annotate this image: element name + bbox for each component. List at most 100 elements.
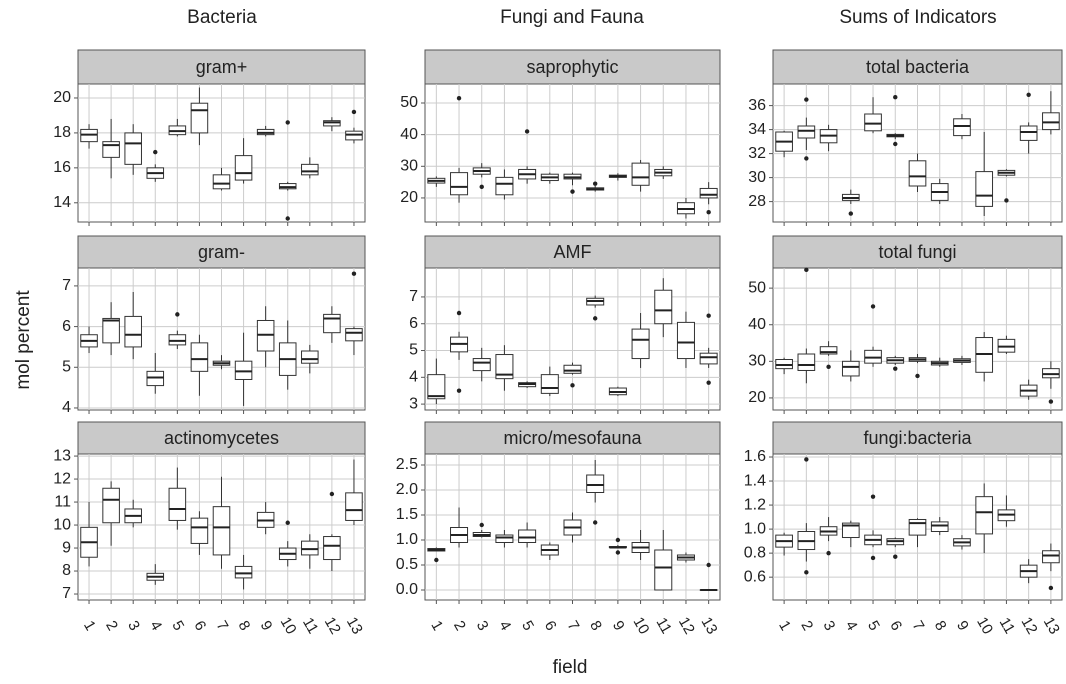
box [168,487,187,521]
x-tick-label: 2 [450,618,469,634]
box [676,321,695,360]
y-tick-label: 7 [62,277,71,294]
outlier [592,520,598,525]
panel-title: gram+ [196,57,248,77]
panel-title: AMF [554,242,592,262]
box [908,160,927,187]
box [586,474,605,493]
outlier [1026,92,1031,98]
x-tick-label: 9 [953,618,972,634]
x-tick-label: 13 [1040,614,1063,637]
y-tick-label: 30 [400,158,418,175]
box [975,496,994,535]
outlier [434,557,439,563]
outlier [826,364,831,370]
y-tick-label: 50 [748,279,766,296]
x-tick-label: 4 [842,618,861,634]
outlier [285,216,290,221]
outlier [153,149,158,155]
strip [772,49,1063,85]
y-tick-label: 11 [54,493,71,510]
x-tick-label: 7 [213,618,232,634]
y-tick-label: 6 [62,318,71,335]
column-title: Sums of Indicators [839,7,996,28]
box [102,141,120,158]
box [212,174,231,190]
outlier [804,570,809,575]
outlier [351,271,357,276]
x-tick-label: 1 [775,618,794,634]
box [631,162,650,186]
outlier [870,494,876,499]
x-tick-label: 3 [124,618,143,634]
y-tick-label: 20 [53,89,71,106]
y-axis-label: mol percent [13,290,34,390]
box [345,328,363,342]
box [301,163,319,176]
x-tick-label: 9 [609,618,628,634]
x-tick-label: 7 [564,618,583,634]
y-tick-label: 7 [409,288,418,305]
y-tick-label: 2.0 [396,481,418,498]
y-tick-label: 28 [748,193,766,210]
y-tick-label: 0.0 [396,581,418,598]
x-tick-label: 12 [1018,614,1041,637]
y-tick-label: 18 [53,124,71,141]
outlier [615,550,621,555]
panel-title: fungi:bacteria [863,428,972,448]
box [495,176,514,196]
box [146,370,165,387]
outlier [848,211,854,216]
outlier [285,120,290,125]
outlier [915,373,920,379]
y-tick-label: 1.6 [744,448,766,465]
box [654,549,673,591]
box [256,319,275,352]
box [699,187,718,199]
box [699,352,718,365]
strip [77,235,366,269]
outlier [456,388,462,393]
y-tick-label: 32 [748,145,766,162]
y-tick-label: 4 [62,399,71,416]
y-tick-label: 40 [748,316,766,333]
box [495,354,514,380]
panel-title: gram- [198,242,245,262]
outlier [893,554,898,559]
y-tick-label: 1.0 [396,531,418,548]
y-tick-label: 13 [53,447,71,464]
x-tick-label: 11 [299,615,322,637]
box [563,364,582,374]
y-tick-label: 8 [62,562,71,579]
box [345,492,363,521]
box [190,102,209,134]
panel-title: actinomycetes [164,428,279,448]
box [1042,112,1060,131]
outlier [479,522,484,528]
y-tick-label: 5 [62,358,71,375]
y-tick-label: 50 [400,94,418,111]
strip [424,49,721,85]
outlier [1048,399,1054,404]
box [323,536,341,561]
box [234,360,253,380]
y-tick-label: 0.8 [744,544,766,561]
x-tick-label: 12 [675,614,698,637]
box [450,172,469,196]
y-tick-label: 40 [400,126,418,143]
y-tick-label: 34 [748,121,766,138]
x-tick-label: 6 [541,618,560,634]
x-tick-label: 6 [886,618,905,634]
y-tick-label: 1.2 [744,496,766,513]
box [841,360,860,377]
box [975,171,994,207]
outlier [456,310,462,316]
x-tick-label: 4 [495,618,514,634]
x-tick-label: 10 [630,614,653,637]
box [190,517,209,544]
outlier [1048,585,1054,591]
y-tick-label: 12 [53,470,71,487]
x-tick-label: 9 [257,618,276,634]
outlier [329,491,335,497]
box [953,118,971,137]
